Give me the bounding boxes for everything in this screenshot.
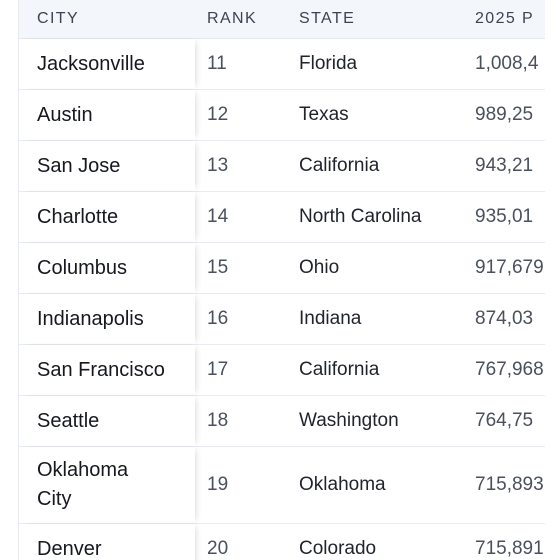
population-cell: 1,008,4 [475, 53, 539, 74]
city-cell: Oklahoma City [19, 447, 195, 523]
rank-cell: 18 [207, 410, 229, 431]
city-cell: San Francisco [19, 345, 195, 395]
state-cell: California [299, 359, 380, 380]
population-cell: 767,968 [475, 359, 544, 380]
rank-cell: 15 [207, 257, 229, 278]
rank-cell: 11 [207, 53, 227, 74]
table-row: Charlotte 14 North Carolina 935,01 [19, 192, 545, 243]
city-cell: Indianapolis [19, 294, 195, 344]
city-cell: Austin [19, 90, 195, 140]
state-cell: Indiana [299, 308, 362, 329]
city-cell: Seattle [19, 396, 195, 446]
rank-cell: 14 [207, 206, 229, 227]
column-header-city[interactable]: CITY [37, 10, 80, 27]
city-cell: San Jose [19, 141, 195, 191]
state-cell: Ohio [299, 257, 340, 278]
table-row: Columbus 15 Ohio 917,679 [19, 243, 545, 294]
rank-cell: 13 [207, 155, 229, 176]
population-cell: 715,891 [475, 538, 544, 559]
table-row: Indianapolis 16 Indiana 874,03 [19, 294, 545, 345]
city-cell: Charlotte [19, 192, 195, 242]
table-row: San Jose 13 California 943,21 [19, 141, 545, 192]
state-cell: Oklahoma [299, 474, 386, 495]
state-cell: Florida [299, 53, 358, 74]
table-row: Seattle 18 Washington 764,75 [19, 396, 545, 447]
state-cell: Washington [299, 410, 399, 431]
city-cell: Jacksonville [19, 39, 195, 89]
rank-cell: 20 [207, 538, 229, 559]
population-cell: 874,03 [475, 308, 534, 329]
population-cell: 917,679 [475, 257, 544, 278]
table-row: Austin 12 Texas 989,25 [19, 90, 545, 141]
population-cell: 935,01 [475, 206, 534, 227]
population-cell: 715,893 [475, 474, 544, 495]
rank-cell: 12 [207, 104, 229, 125]
city-cell: Columbus [19, 243, 195, 293]
table-row: San Francisco 17 California 767,968 [19, 345, 545, 396]
rank-cell: 19 [207, 474, 229, 495]
column-header-population[interactable]: 2025 P [475, 10, 535, 27]
state-cell: California [299, 155, 380, 176]
column-header-rank[interactable]: RANK [207, 10, 258, 27]
city-cell: Denver [19, 524, 195, 560]
state-cell: Texas [299, 104, 349, 125]
population-cell: 943,21 [475, 155, 534, 176]
table-row: Oklahoma City 19 Oklahoma 715,893 [19, 447, 545, 524]
table-header-row: CITY RANK STATE 2025 P [19, 0, 545, 39]
rank-cell: 17 [207, 359, 229, 380]
rank-cell: 16 [207, 308, 229, 329]
population-cell: 764,75 [475, 410, 534, 431]
table-row: Denver 20 Colorado 715,891 [19, 524, 545, 560]
table-row: Jacksonville 11 Florida 1,008,4 [19, 39, 545, 90]
state-cell: North Carolina [299, 206, 422, 227]
city-ranking-table: CITY RANK STATE 2025 P Jacksonville 11 F… [18, 0, 545, 560]
column-header-state[interactable]: STATE [299, 10, 356, 27]
state-cell: Colorado [299, 538, 377, 559]
population-cell: 989,25 [475, 104, 534, 125]
